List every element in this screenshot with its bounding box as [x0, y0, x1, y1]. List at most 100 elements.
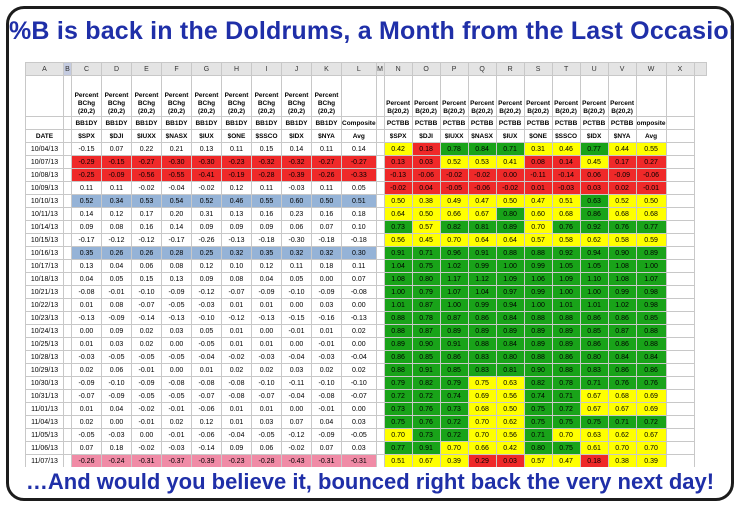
bchg-value-cell[interactable]: 0.18: [311, 259, 342, 273]
percent-b-value-cell[interactable]: 0.99: [607, 285, 637, 299]
column-header-F[interactable]: F: [161, 62, 192, 76]
bchg-value-cell[interactable]: -0.09: [101, 389, 132, 403]
date-cell[interactable]: 11/04/13: [25, 415, 64, 429]
bchg-value-cell[interactable]: 0.00: [281, 402, 312, 416]
bchg-value-cell[interactable]: -0.04: [161, 181, 192, 195]
percent-b-value-cell[interactable]: 0.74: [439, 389, 469, 403]
bchg-value-cell[interactable]: -0.39: [191, 454, 222, 467]
percent-b-value-cell[interactable]: 0.47: [523, 194, 553, 208]
bchg-value-cell[interactable]: -0.26: [311, 168, 342, 182]
percent-b-value-cell[interactable]: 0.68: [607, 207, 637, 221]
percent-b-value-cell[interactable]: 0.67: [579, 389, 609, 403]
column-header-Q[interactable]: Q: [467, 62, 497, 76]
bchg-value-cell[interactable]: -0.31: [311, 454, 342, 467]
percent-b-value-cell[interactable]: 0.89: [495, 220, 525, 234]
percent-b-value-cell[interactable]: -0.02: [467, 168, 497, 182]
percent-b-value-cell[interactable]: 0.04: [411, 181, 441, 195]
bchg-value-cell[interactable]: -0.10: [251, 376, 282, 390]
bchg-value-cell[interactable]: -0.09: [131, 376, 162, 390]
date-cell[interactable]: 10/25/13: [25, 337, 64, 351]
bchg-value-cell[interactable]: 0.03: [311, 298, 342, 312]
percent-b-value-cell[interactable]: -0.13: [383, 168, 413, 182]
bchg-value-cell[interactable]: -0.04: [281, 350, 312, 364]
percent-b-value-cell[interactable]: 0.41: [495, 155, 525, 169]
percent-b-value-cell[interactable]: 0.89: [523, 324, 553, 338]
percent-b-value-cell[interactable]: 0.89: [523, 337, 553, 351]
bchg-value-cell[interactable]: 0.09: [101, 324, 132, 338]
bchg-value-cell[interactable]: -0.04: [281, 389, 312, 403]
date-cell[interactable]: 11/01/13: [25, 402, 64, 416]
bchg-value-cell[interactable]: 0.14: [161, 220, 192, 234]
bchg-value-cell[interactable]: -0.27: [311, 155, 342, 169]
percent-b-value-cell[interactable]: 0.86: [383, 350, 413, 364]
percent-b-value-cell[interactable]: 0.58: [607, 233, 637, 247]
bchg-value-cell[interactable]: 0.06: [251, 441, 282, 455]
percent-b-value-cell[interactable]: 0.70: [467, 415, 497, 429]
bchg-value-cell[interactable]: 0.01: [221, 298, 252, 312]
bchg-value-cell[interactable]: 0.15: [251, 142, 282, 156]
bchg-value-cell[interactable]: -0.01: [131, 415, 162, 429]
bchg-value-cell[interactable]: -0.23: [221, 155, 252, 169]
percent-b-value-cell[interactable]: 0.57: [411, 220, 441, 234]
percent-b-value-cell[interactable]: 0.73: [411, 428, 441, 442]
percent-b-value-cell[interactable]: 0.51: [383, 454, 413, 467]
bchg-value-cell[interactable]: 0.02: [251, 363, 282, 377]
bchg-value-cell[interactable]: -0.27: [341, 155, 377, 169]
percent-b-value-cell[interactable]: 1.02: [607, 298, 637, 312]
percent-b-value-cell[interactable]: 0.71: [523, 428, 553, 442]
date-cell[interactable]: 11/06/13: [25, 441, 64, 455]
percent-b-value-cell[interactable]: 0.76: [411, 415, 441, 429]
bchg-value-cell[interactable]: -0.13: [251, 311, 282, 325]
percent-b-value-cell[interactable]: 0.69: [467, 389, 497, 403]
bchg-value-cell[interactable]: -0.56: [131, 168, 162, 182]
percent-b-value-cell[interactable]: 0.52: [439, 155, 469, 169]
bchg-value-cell[interactable]: -0.13: [71, 311, 102, 325]
column-header-V[interactable]: V: [607, 62, 637, 76]
percent-b-value-cell[interactable]: 1.00: [383, 285, 413, 299]
date-cell[interactable]: 11/07/13: [25, 454, 64, 467]
percent-b-value-cell[interactable]: 0.90: [523, 363, 553, 377]
percent-b-value-cell[interactable]: 0.50: [495, 402, 525, 416]
percent-b-value-cell[interactable]: 0.90: [411, 337, 441, 351]
bchg-value-cell[interactable]: 0.32: [281, 246, 312, 260]
bchg-value-cell[interactable]: -0.12: [191, 285, 222, 299]
bchg-value-cell[interactable]: -0.14: [131, 311, 162, 325]
bchg-value-cell[interactable]: 0.01: [311, 324, 342, 338]
bchg-value-cell[interactable]: 0.55: [251, 194, 282, 208]
percent-b-value-cell[interactable]: 0.51: [551, 194, 581, 208]
percent-b-value-cell[interactable]: 0.70: [439, 233, 469, 247]
bchg-value-cell[interactable]: -0.04: [191, 350, 222, 364]
bchg-value-cell[interactable]: 0.18: [341, 207, 377, 221]
bchg-value-cell[interactable]: 0.17: [131, 207, 162, 221]
bchg-value-cell[interactable]: 0.07: [311, 441, 342, 455]
percent-b-value-cell[interactable]: 0.82: [523, 376, 553, 390]
date-cell[interactable]: 10/08/13: [25, 168, 64, 182]
percent-b-value-cell[interactable]: 0.55: [635, 142, 667, 156]
bchg-value-cell[interactable]: -0.01: [161, 428, 192, 442]
percent-b-value-cell[interactable]: 0.97: [495, 285, 525, 299]
bchg-value-cell[interactable]: -0.03: [281, 181, 312, 195]
percent-b-value-cell[interactable]: 1.12: [467, 272, 497, 286]
bchg-value-cell[interactable]: 0.16: [131, 220, 162, 234]
percent-b-value-cell[interactable]: 0.59: [635, 233, 667, 247]
bchg-value-cell[interactable]: 0.08: [221, 272, 252, 286]
bchg-value-cell[interactable]: 0.06: [281, 220, 312, 234]
bchg-value-cell[interactable]: 0.04: [101, 402, 132, 416]
bchg-value-cell[interactable]: -0.01: [281, 324, 312, 338]
percent-b-value-cell[interactable]: 0.88: [635, 337, 667, 351]
bchg-value-cell[interactable]: -0.05: [161, 389, 192, 403]
date-cell[interactable]: 10/07/13: [25, 155, 64, 169]
percent-b-value-cell[interactable]: 0.92: [579, 220, 609, 234]
bchg-value-cell[interactable]: -0.10: [341, 376, 377, 390]
percent-b-value-cell[interactable]: 0.92: [551, 246, 581, 260]
percent-b-value-cell[interactable]: 1.08: [607, 272, 637, 286]
bchg-value-cell[interactable]: 0.54: [161, 194, 192, 208]
bchg-value-cell[interactable]: 0.14: [341, 142, 377, 156]
bchg-value-cell[interactable]: 0.11: [281, 259, 312, 273]
date-cell[interactable]: 10/10/13: [25, 194, 64, 208]
percent-b-value-cell[interactable]: 0.86: [579, 207, 609, 221]
percent-b-value-cell[interactable]: 0.87: [411, 298, 441, 312]
bchg-value-cell[interactable]: 0.01: [221, 337, 252, 351]
bchg-value-cell[interactable]: 0.11: [341, 259, 377, 273]
percent-b-value-cell[interactable]: 0.89: [635, 246, 667, 260]
